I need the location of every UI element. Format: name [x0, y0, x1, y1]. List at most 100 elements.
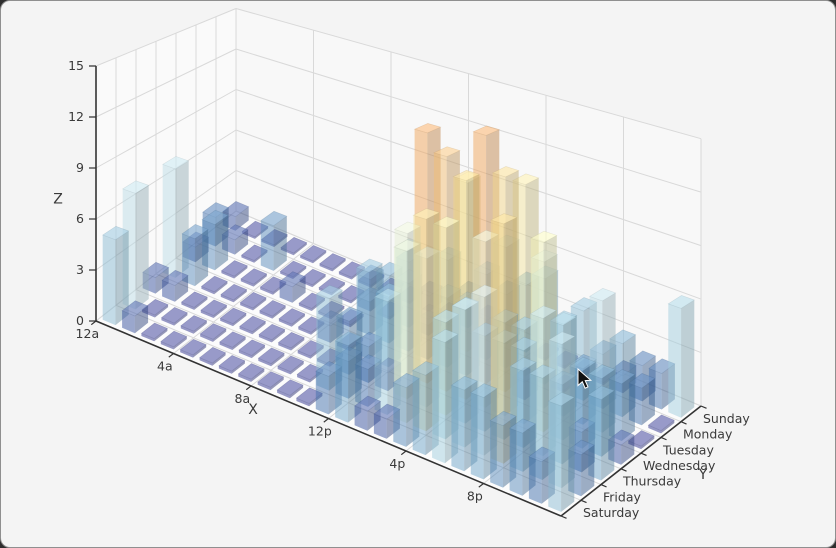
- bar3d-bar[interactable]: [199, 346, 227, 366]
- bar-side-face: [681, 300, 695, 418]
- bar-front-face: [220, 318, 233, 327]
- bar3d-bar[interactable]: [299, 268, 327, 288]
- bar3d-bar[interactable]: [238, 339, 266, 359]
- bar3d-bar[interactable]: [239, 291, 267, 311]
- y-axis-tick: [640, 452, 647, 457]
- bar3d-bar[interactable]: [160, 330, 188, 350]
- bar3d-bar[interactable]: [179, 338, 207, 358]
- bar3d-bar[interactable]: [260, 210, 288, 271]
- bar3d-bar[interactable]: [278, 308, 306, 327]
- bar3d-bar[interactable]: [161, 269, 189, 302]
- bar3d-bar[interactable]: [334, 331, 362, 423]
- bar-front-face: [490, 420, 503, 488]
- bar3d-bar[interactable]: [299, 245, 327, 264]
- bar-front-face: [219, 342, 233, 350]
- bar-front-face: [628, 440, 642, 450]
- bar-front-face: [648, 425, 662, 434]
- bar-front-face: [280, 247, 294, 256]
- y-axis-tick: [620, 468, 627, 472]
- bar-side-face: [273, 216, 287, 271]
- bar3d-bar[interactable]: [257, 371, 285, 391]
- bar-front-face: [202, 219, 215, 271]
- bar3d-bar[interactable]: [277, 355, 305, 375]
- bar-side-face: [235, 206, 249, 231]
- bar-side-face: [621, 435, 635, 465]
- bar-front-face: [528, 456, 542, 504]
- bar-side-face: [115, 231, 129, 326]
- bar3d-bar[interactable]: [258, 323, 286, 343]
- z-axis-name: Z: [53, 192, 63, 208]
- bar3d-bar[interactable]: [277, 331, 305, 351]
- x-tick-label: 8p: [467, 488, 483, 503]
- bar3d-bar[interactable]: [239, 315, 267, 335]
- bar3d-bar[interactable]: [200, 299, 228, 318]
- bar-front-face: [221, 270, 235, 279]
- bar-front-face: [338, 271, 352, 280]
- bar3d-bar[interactable]: [608, 369, 636, 442]
- bar3d-bar[interactable]: [219, 307, 247, 327]
- bar3d-bar[interactable]: [240, 268, 268, 287]
- bar3d-bar[interactable]: [627, 430, 655, 450]
- bar-front-face: [122, 188, 136, 310]
- bar-side-face: [348, 336, 362, 423]
- bar3d-bar[interactable]: [279, 271, 307, 303]
- bar-top-face: [141, 298, 169, 316]
- bar3d-bar[interactable]: [587, 385, 615, 481]
- y-tick-label: Wednesday: [643, 458, 716, 473]
- bar3d-bar[interactable]: [218, 355, 246, 374]
- bar-top-face: [160, 330, 188, 348]
- bar3d-bar[interactable]: [567, 439, 595, 497]
- bar-front-face: [297, 374, 310, 383]
- bar3d-bar[interactable]: [647, 414, 675, 434]
- bar-front-face: [315, 371, 329, 415]
- bar3d-bar[interactable]: [628, 373, 656, 426]
- bar3d-bar[interactable]: [257, 347, 285, 367]
- grid-line-z-left: [95, 48, 237, 118]
- bar3d-bar[interactable]: [141, 298, 169, 318]
- bar3d-bar[interactable]: [259, 300, 287, 319]
- bar3d-bar[interactable]: [201, 209, 229, 271]
- bar3d-bar[interactable]: [547, 392, 575, 512]
- y-tick-label: Tuesday: [662, 442, 714, 457]
- bar-front-face: [338, 295, 352, 304]
- bar3d-bar[interactable]: [237, 363, 265, 382]
- bar3d-bar[interactable]: [181, 224, 209, 287]
- bar3d-bar[interactable]: [276, 379, 304, 399]
- bar3d-bar[interactable]: [121, 300, 149, 334]
- bar-side-face: [270, 377, 284, 391]
- bar-front-face: [354, 406, 368, 431]
- bar3d-bar[interactable]: [160, 307, 188, 326]
- bar3d-bar[interactable]: [319, 253, 347, 272]
- bar3d-bar[interactable]: [199, 323, 227, 342]
- bar3d-bar[interactable]: [102, 225, 130, 326]
- bar-front-face: [161, 317, 175, 326]
- y-tick-label: Thursday: [622, 474, 682, 489]
- bar3d-bar[interactable]: [200, 275, 228, 295]
- bar-top-face: [180, 315, 208, 332]
- bar3d-bar[interactable]: [220, 260, 248, 279]
- bar-top-face: [608, 329, 637, 345]
- x-axis-tick: [245, 385, 252, 391]
- bar-front-face: [162, 280, 175, 302]
- bar3d-bar[interactable]: [220, 283, 248, 303]
- bar3d-bar[interactable]: [122, 180, 150, 310]
- bar3d-bar[interactable]: [180, 315, 208, 334]
- bar3d-bar[interactable]: [607, 429, 635, 465]
- bar3d-bar[interactable]: [221, 224, 249, 255]
- bar-top-face: [260, 210, 288, 226]
- bar-top-face: [647, 414, 675, 431]
- bar-top-face: [548, 331, 576, 345]
- bar-top-face: [667, 295, 695, 309]
- bar3d-bar[interactable]: [280, 236, 308, 256]
- bar3d-bar[interactable]: [140, 322, 168, 342]
- bar-side-face: [561, 397, 575, 512]
- bar-top-face: [180, 291, 208, 308]
- bar3d-bar[interactable]: [667, 295, 695, 418]
- x-tick-label: 8a: [235, 391, 251, 406]
- bar3d-bar[interactable]: [180, 291, 208, 310]
- bar-front-face: [298, 303, 312, 311]
- bar3d-bar[interactable]: [219, 331, 247, 350]
- bar-side-face: [253, 297, 267, 311]
- bar-side-face: [154, 328, 168, 342]
